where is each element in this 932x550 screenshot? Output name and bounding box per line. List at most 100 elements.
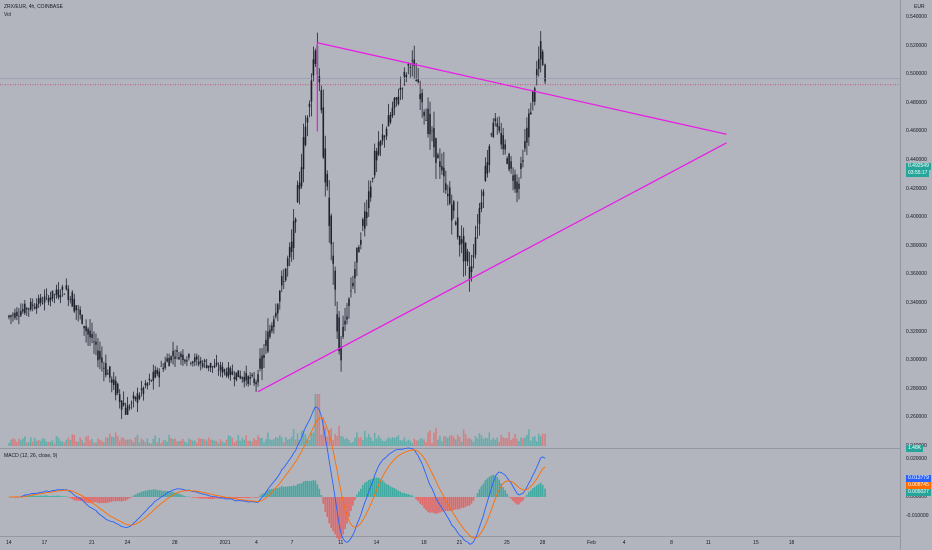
price-tick-label: 0.300000 [906,357,927,364]
macd-histogram-bar [253,497,255,498]
candle-body [456,217,459,238]
price-tick-label: 0.520000 [906,42,927,49]
volume-bar [494,439,497,446]
candle-body [176,350,178,352]
macd-histogram-bar [354,497,356,501]
macd-histogram-bar [261,493,263,497]
macd-histogram-bar [85,497,87,503]
candle-body [209,362,212,368]
candle-body [385,128,388,137]
macd-histogram-bar [533,486,536,497]
volume-bar [27,442,30,446]
macd-histogram-bar [269,489,271,497]
macd-histogram-bar [419,497,421,504]
trendline-lower [257,142,727,393]
volume-bar [47,442,50,446]
time-tick-label: 11 [705,540,711,546]
volume-bar [537,433,540,446]
volume-bar [358,437,360,446]
candle-body [304,126,307,145]
time-tick-label: 21 [456,540,463,546]
volume-bar [541,433,544,446]
macd-histogram-bar [211,497,214,499]
candle-body [144,383,147,386]
candle-body [130,402,133,404]
candle-body [107,373,109,375]
candle-body [395,97,398,100]
volume-bar [478,433,481,446]
volume-bar [14,439,16,446]
macd-histogram-bar [401,492,404,497]
volume-bar [180,440,182,446]
macd-histogram-bar [514,497,516,504]
macd-histogram-bar [158,490,161,497]
macd-histogram-bar [310,480,313,497]
candle-body [496,123,499,127]
volume-bar [381,440,384,446]
volume-bar [233,442,236,446]
macd-histogram-bar [504,490,506,497]
candle-body [389,114,392,123]
candle-body [49,297,52,301]
candle-body [280,275,283,286]
volume-bar [520,437,522,446]
volume-bar [128,439,131,446]
macd-histogram-bar [405,493,408,497]
volume-bar [486,438,489,446]
time-tick-label: 15 [753,540,759,546]
volume-bar [99,439,101,446]
candle-body [458,235,461,245]
macd-histogram-bar [399,491,402,497]
volume-bar [105,437,107,446]
candle-body [267,331,269,352]
macd-histogram-bar [267,489,269,497]
macd-histogram-bar [225,497,228,499]
volume-bar [496,437,499,446]
macd-histogram-bar [146,490,149,497]
macd-histogram-bar [330,497,332,528]
macd-histogram-bar [326,497,329,518]
macd-histogram-bar [160,490,163,497]
volume-bar [482,438,485,446]
macd-histogram-bar [496,476,499,497]
macd-histogram-bar [375,477,378,497]
volume-bar [533,436,536,446]
candle-body [243,376,246,382]
macd-histogram-bar [148,489,151,497]
macd-histogram-bar [77,497,79,501]
macd-histogram-bar [306,480,309,497]
candle-body [43,296,46,303]
macd-histogram-bar [192,497,194,498]
macd-histogram-bar [435,497,437,515]
candle-body [65,285,68,290]
volume-bar [194,440,196,446]
volume-bar [387,437,390,446]
macd-histogram-bar [318,488,321,497]
macd-histogram-bar [334,497,336,535]
candle-body [53,294,56,296]
candle-body [417,79,419,83]
macd-histogram-bar [480,486,483,497]
volume-bar [431,443,433,446]
volume-bar [308,440,311,446]
candle-body [533,88,536,102]
macd-histogram-bar [166,490,168,497]
candle-body [448,187,451,204]
volume-bar [344,439,346,446]
candle-body [14,312,16,318]
candle-body [275,312,277,317]
macd-histogram-bar [320,495,323,497]
time-tick-label: 7 [290,540,294,546]
volume-bar [336,435,338,446]
volume-bar [223,442,226,446]
macd-histogram-bar [502,487,504,497]
candle-body [504,144,506,150]
volume-bar [518,441,520,446]
macd-histogram-bar [259,495,261,497]
macd-histogram-bar [237,497,240,499]
macd-histogram-bar [91,497,93,503]
macd-histogram-bar [472,497,475,501]
candle-body [492,122,495,138]
price-tick-label: 0.440000 [906,157,927,163]
